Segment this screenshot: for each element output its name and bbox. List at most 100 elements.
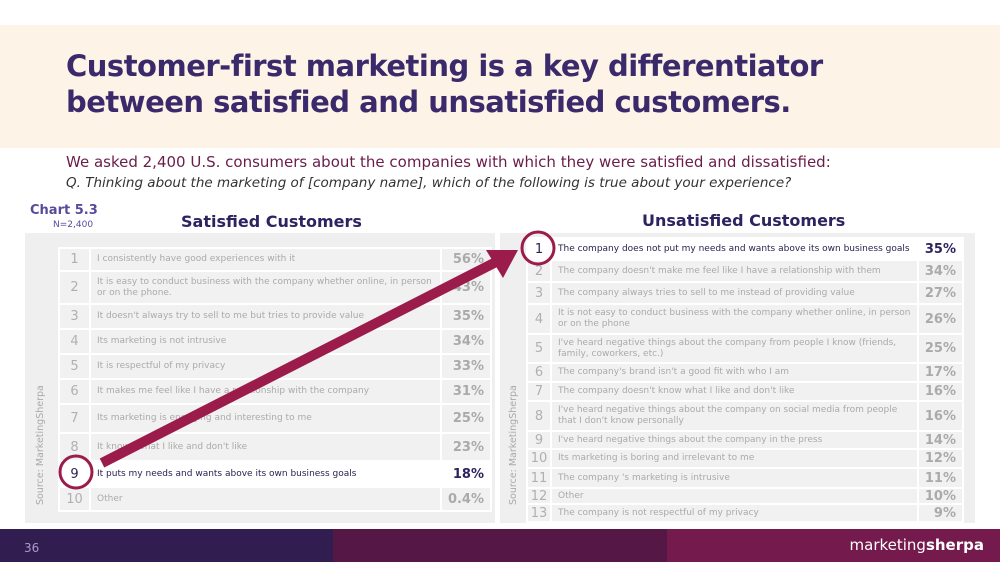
cell-pct: 35%	[916, 237, 965, 261]
cell-pct: 23%	[439, 432, 493, 462]
sample-size: N=2,400	[53, 220, 94, 230]
cell-rank: 8	[58, 432, 91, 462]
cell-text: It is respectful of my privacy	[89, 353, 442, 380]
cell-pct: 0.4%	[439, 486, 493, 512]
cell-rank: 6	[58, 378, 91, 405]
table-row: 13 The company is not respectful of my pr…	[526, 503, 965, 523]
table-row: 9 I've heard negative things about the co…	[526, 430, 965, 450]
cell-rank: 13	[526, 503, 552, 523]
cell-rank: 1	[526, 237, 552, 261]
cell-rank: 7	[58, 403, 91, 434]
table-row: 9 It puts my needs and wants above its ow…	[58, 460, 493, 488]
cell-rank: 7	[526, 381, 552, 402]
cell-text: The company's brand isn't a good fit wit…	[550, 362, 919, 383]
cell-text: It is easy to conduct business with the …	[89, 270, 442, 305]
table-row: 7 Its marketing is engaging and interesti…	[58, 403, 493, 434]
cell-pct: 12%	[916, 448, 965, 469]
cell-pct: 25%	[439, 403, 493, 434]
footer-band-1	[0, 529, 333, 562]
cell-text: It doesn't always try to sell to me but …	[89, 303, 442, 330]
cell-text: I've heard negative things about the com…	[550, 430, 919, 450]
cell-text: The company is not respectful of my priv…	[550, 503, 919, 523]
cell-rank: 4	[58, 328, 91, 355]
table-row: 1 The company does not put my needs and w…	[526, 237, 965, 261]
table-row: 12 Other 10%	[526, 487, 965, 505]
cell-pct: 14%	[916, 430, 965, 450]
cell-text: The company doesn't know what I like and…	[550, 381, 919, 402]
cell-rank: 12	[526, 487, 552, 505]
survey-question: Q. Thinking about the marketing of [comp…	[66, 175, 792, 191]
cell-rank: 1	[58, 247, 91, 272]
cell-pct: 25%	[916, 333, 965, 364]
subtitle: We asked 2,400 U.S. consumers about the …	[66, 153, 831, 171]
cell-pct: 34%	[916, 259, 965, 283]
marketingsherpa-logo: marketingsherpa	[849, 536, 984, 554]
cell-rank: 9	[526, 430, 552, 450]
cell-text: The company always tries to sell to me i…	[550, 281, 919, 305]
cell-text: It makes me feel like I have a relations…	[89, 378, 442, 405]
table-row: 2 The company doesn't make me feel like I…	[526, 259, 965, 283]
cell-pct: 26%	[916, 303, 965, 335]
cell-rank: 10	[526, 448, 552, 469]
cell-rank: 11	[526, 467, 552, 489]
satisfied-heading: Satisfied Customers	[181, 212, 362, 231]
cell-rank: 3	[526, 281, 552, 305]
cell-pct: 43%	[439, 270, 493, 305]
table-row: 8 It knows what I like and don't like 23%	[58, 432, 493, 462]
cell-text: I consistently have good experiences wit…	[89, 247, 442, 272]
table-row: 10 Its marketing is boring and irrelevant…	[526, 448, 965, 469]
cell-pct: 16%	[916, 400, 965, 432]
cell-pct: 33%	[439, 353, 493, 380]
cell-text: The company doesn't make me feel like I …	[550, 259, 919, 283]
cell-pct: 27%	[916, 281, 965, 305]
cell-text: I've heard negative things about the com…	[550, 333, 919, 364]
cell-text: The company does not put my needs and wa…	[550, 237, 919, 261]
chart-label: Chart 5.3	[30, 203, 98, 218]
cell-text: Other	[89, 486, 442, 512]
cell-text: Its marketing is engaging and interestin…	[89, 403, 442, 434]
table-row: 3 The company always tries to sell to me …	[526, 281, 965, 305]
table-row: 2 It is easy to conduct business with the…	[58, 270, 493, 305]
table-row: 3 It doesn't always try to sell to me but…	[58, 303, 493, 330]
source-right: Source: MarketingSherpa	[508, 385, 519, 505]
cell-rank: 10	[58, 486, 91, 512]
cell-text: Other	[550, 487, 919, 505]
cell-pct: 18%	[439, 460, 493, 488]
table-row: 6 The company's brand isn't a good fit wi…	[526, 362, 965, 383]
cell-text: It is not easy to conduct business with …	[550, 303, 919, 335]
cell-rank: 2	[526, 259, 552, 283]
cell-pct: 34%	[439, 328, 493, 355]
cell-text: It knows what I like and don't like	[89, 432, 442, 462]
unsatisfied-heading: Unsatisfied Customers	[642, 211, 846, 230]
table-row: 5 It is respectful of my privacy 33%	[58, 353, 493, 380]
cell-rank: 5	[526, 333, 552, 364]
cell-text: I've heard negative things about the com…	[550, 400, 919, 432]
footer-band-2	[333, 529, 667, 562]
cell-rank: 9	[58, 460, 91, 488]
table-row: 10 Other 0.4%	[58, 486, 493, 512]
cell-pct: 17%	[916, 362, 965, 383]
title-band	[0, 25, 1000, 148]
cell-pct: 11%	[916, 467, 965, 489]
source-left: Source: MarketingSherpa	[35, 385, 46, 505]
cell-rank: 4	[526, 303, 552, 335]
table-row: 5 I've heard negative things about the co…	[526, 333, 965, 364]
cell-rank: 6	[526, 362, 552, 383]
cell-text: Its marketing is boring and irrelevant t…	[550, 448, 919, 469]
cell-rank: 2	[58, 270, 91, 305]
cell-text: The company 's marketing is intrusive	[550, 467, 919, 489]
cell-rank: 5	[58, 353, 91, 380]
slide-title: Customer-first marketing is a key differ…	[66, 49, 823, 119]
cell-text: Its marketing is not intrusive	[89, 328, 442, 355]
table-row: 11 The company 's marketing is intrusive 1…	[526, 467, 965, 489]
cell-rank: 8	[526, 400, 552, 432]
cell-pct: 31%	[439, 378, 493, 405]
table-row: 7 The company doesn't know what I like an…	[526, 381, 965, 402]
unsatisfied-table: 1 The company does not put my needs and w…	[526, 237, 965, 523]
table-row: 4 Its marketing is not intrusive 34%	[58, 328, 493, 355]
cell-pct: 10%	[916, 487, 965, 505]
cell-pct: 56%	[439, 247, 493, 272]
page-number: 36	[24, 541, 40, 555]
